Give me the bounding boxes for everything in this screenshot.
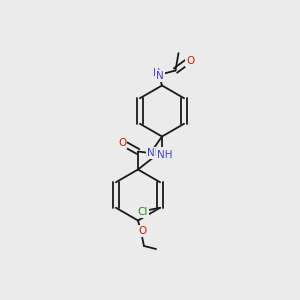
Text: NH: NH [157, 149, 172, 160]
Text: Cl: Cl [138, 207, 148, 217]
Text: NH: NH [147, 148, 162, 158]
Text: O: O [118, 137, 126, 148]
Text: N: N [156, 70, 164, 81]
Text: O: O [138, 226, 147, 236]
Text: H: H [153, 68, 160, 78]
Text: O: O [186, 56, 195, 66]
